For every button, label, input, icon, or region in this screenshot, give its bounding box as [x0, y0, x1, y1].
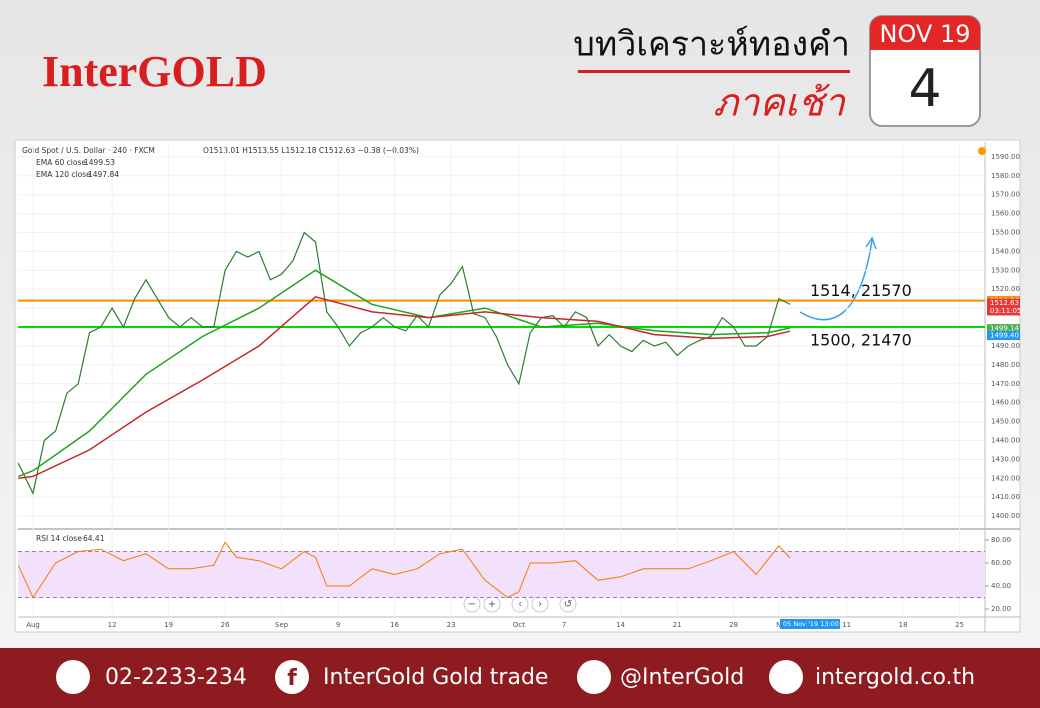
price-tag: [987, 324, 1020, 334]
y-tick-label: 1480.00: [991, 361, 1020, 369]
x-tick-label: 7: [562, 621, 566, 629]
alert-icon: [978, 147, 986, 155]
y-tick-label: 1430.00: [991, 455, 1020, 463]
chart-panel: [14, 139, 1021, 633]
brand: InterGOLD: [42, 47, 267, 96]
rsi-tick-label: 20.00: [991, 605, 1011, 613]
y-tick-label: 1560.00: [991, 210, 1020, 218]
legend-name: EMA 120 close: [36, 170, 91, 179]
rsi-band: [18, 551, 985, 598]
symbol: Gold Spot / U.S. Dollar · 240 · FXCM: [22, 146, 155, 155]
calendar-day: 4: [908, 59, 941, 119]
rsi-line: [17, 541, 791, 599]
x-tick-label: 23: [447, 621, 456, 629]
x-tick-label: 25: [955, 621, 964, 629]
y-tick-label: 1540.00: [991, 247, 1020, 255]
phone: 02-2233-234: [105, 665, 247, 690]
legend-name: EMA 60 close: [36, 158, 86, 167]
y-tick-label: 1420.00: [991, 474, 1020, 482]
zoom-in-icon: +: [488, 599, 496, 610]
facebook-glyph: f: [287, 666, 297, 691]
x-tick-label: 12: [108, 621, 117, 629]
price-tag-label: 1499.14: [990, 325, 1019, 333]
x-tick-label: 26: [221, 621, 230, 629]
x-tick-label: Sep: [275, 621, 289, 629]
y-tick-label: 1520.00: [991, 285, 1020, 293]
y-tick-label: 1400.00: [991, 512, 1020, 520]
series-line: [18, 295, 791, 480]
series-line: [17, 231, 791, 496]
y-tick-label: 1590.00: [991, 153, 1020, 161]
rsi-tick-label: 80.00: [991, 536, 1011, 544]
x-tick-label: Oct: [513, 621, 525, 629]
series-line: [18, 269, 791, 478]
price-tag-label: 1499.40: [990, 332, 1019, 340]
y-tick-label: 1570.00: [991, 191, 1020, 199]
rsi-tick-label: 60.00: [991, 559, 1011, 567]
calendar-month: NOV 19: [879, 20, 970, 48]
line: @InterGold: [620, 665, 744, 690]
y-tick-label: 1530.00: [991, 266, 1020, 274]
x-tick-label: N: [776, 621, 781, 629]
x-tick-label: 16: [390, 621, 399, 629]
rsi-tick-label: 40.00: [991, 582, 1011, 590]
calendar: NOV 19 4: [869, 15, 981, 127]
subtitle: ภาคเช้า: [713, 81, 847, 125]
rsi-value: 64.41: [83, 534, 105, 543]
x-tick-label: 14: [616, 621, 625, 629]
level-label: 1500, 21470: [810, 331, 912, 350]
line-icon: [577, 660, 611, 694]
phone-icon: [56, 660, 90, 694]
footer: [0, 648, 1040, 708]
web: intergold.co.th: [815, 665, 975, 690]
cursor-tag: [780, 619, 840, 629]
footer-contacts: 02-2233-234 f InterGold Gold trade @Inte…: [56, 660, 975, 694]
forecast-arrowhead: [865, 236, 877, 250]
facebook-icon: [275, 660, 309, 694]
price-tag: [987, 331, 1020, 341]
y-tick-label: 1580.00: [991, 172, 1020, 180]
x-tick-label: 18: [899, 621, 908, 629]
x-tick-label: 19: [164, 621, 173, 629]
forecast-arrow: [799, 239, 873, 321]
y-tick-label: 1440.00: [991, 436, 1020, 444]
facebook: InterGold Gold trade: [323, 665, 548, 690]
calendar-top: [870, 16, 980, 50]
x-tick-label: Aug: [26, 621, 40, 629]
zoom-out-icon: −: [468, 599, 476, 610]
x-tick-label: 11: [842, 621, 851, 629]
y-tick-label: 1460.00: [991, 399, 1020, 407]
x-tick-label: 9: [336, 621, 340, 629]
title: บทวิเคราะห์ทองคำ: [573, 25, 850, 65]
ohlc: O1513.01 H1513.55 L1512.18 C1512.63 −0.3…: [203, 146, 419, 155]
y-tick-label: 1470.00: [991, 380, 1020, 388]
scroll-left-icon: ‹: [518, 599, 522, 610]
legend-value: 1497.84: [88, 170, 119, 179]
price-tag: [987, 306, 1020, 316]
x-tick-label: 21: [673, 621, 682, 629]
reset-icon: ↺: [564, 599, 572, 610]
y-tick-label: 1450.00: [991, 418, 1020, 426]
y-tick-label: 1550.00: [991, 229, 1020, 237]
y-tick-label: 1490.00: [991, 342, 1020, 350]
price-tag: [987, 298, 1020, 308]
legend-value: 1499.53: [84, 158, 115, 167]
cursor-label: 05 Nov '19 13:00: [783, 620, 839, 628]
title-underline: [578, 70, 850, 73]
web-icon: [769, 660, 803, 694]
y-tick-label: 1410.00: [991, 493, 1020, 501]
rsi-name: RSI 14 close: [36, 534, 82, 543]
x-tick-label: 28: [729, 621, 738, 629]
scroll-right-icon: ›: [538, 599, 542, 610]
price-tag-label: 1512.63: [990, 299, 1019, 307]
level-label: 1514, 21570: [810, 281, 912, 300]
price-tag-label: 03:11:05: [990, 307, 1021, 315]
